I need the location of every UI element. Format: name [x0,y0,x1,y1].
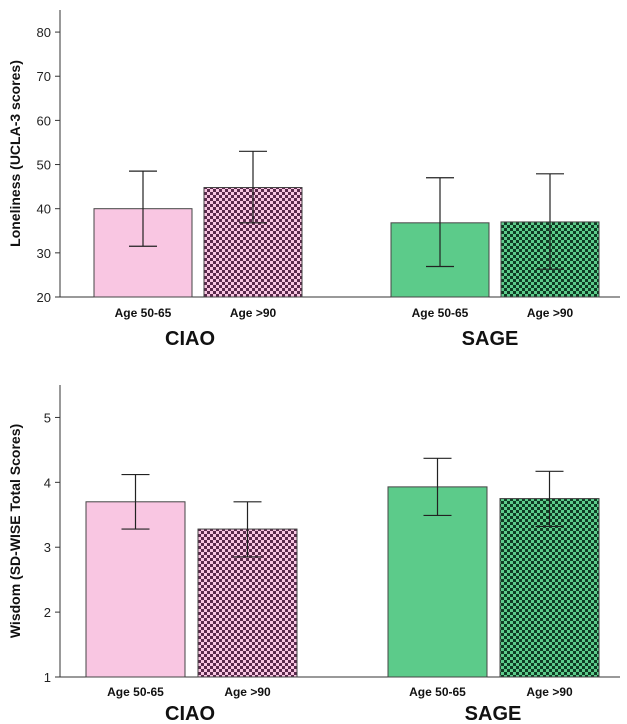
chart-panel-2: 1 2 3 4 5 Wisdom (SD-WISE Total Scores) Age 50… [7,385,620,724]
chart-panel-1: 20 30 40 50 60 70 80 Loneliness (UCLA-3 scores)… [7,10,620,350]
y-tick-label: 40 [37,202,51,217]
y-tick-label: 2 [44,605,51,620]
y-tick-label: 70 [37,69,51,84]
category-label: Age >90 [527,306,574,320]
category-label: Age >90 [230,306,277,320]
y-axis-label: Loneliness (UCLA-3 scores) [7,60,23,247]
group-label: SAGE [465,703,522,724]
group-label: CIAO [165,328,215,350]
y-tick-label: 20 [37,290,51,305]
bar [85,501,186,678]
category-label: Age 50-65 [412,306,469,320]
y-axis-label: Wisdom (SD-WISE Total Scores) [7,424,23,638]
bar [387,486,488,678]
y-tick-label: 60 [37,113,51,128]
group-label: CIAO [165,703,215,724]
y-tick-label: 3 [44,540,51,555]
category-label: Age 50-65 [409,685,466,699]
category-label: Age 50-65 [107,685,164,699]
y-tick-label: 5 [44,410,51,425]
category-label: Age >90 [224,685,271,699]
y-tick-label: 80 [37,25,51,40]
y-tick-label: 4 [44,475,51,490]
y-tick-label: 30 [37,246,51,261]
category-label: Age 50-65 [115,306,172,320]
y-tick-label: 50 [37,158,51,173]
category-label: Age >90 [526,685,573,699]
group-label: SAGE [462,328,519,350]
y-tick-label: 1 [44,670,51,685]
bar [499,498,600,678]
